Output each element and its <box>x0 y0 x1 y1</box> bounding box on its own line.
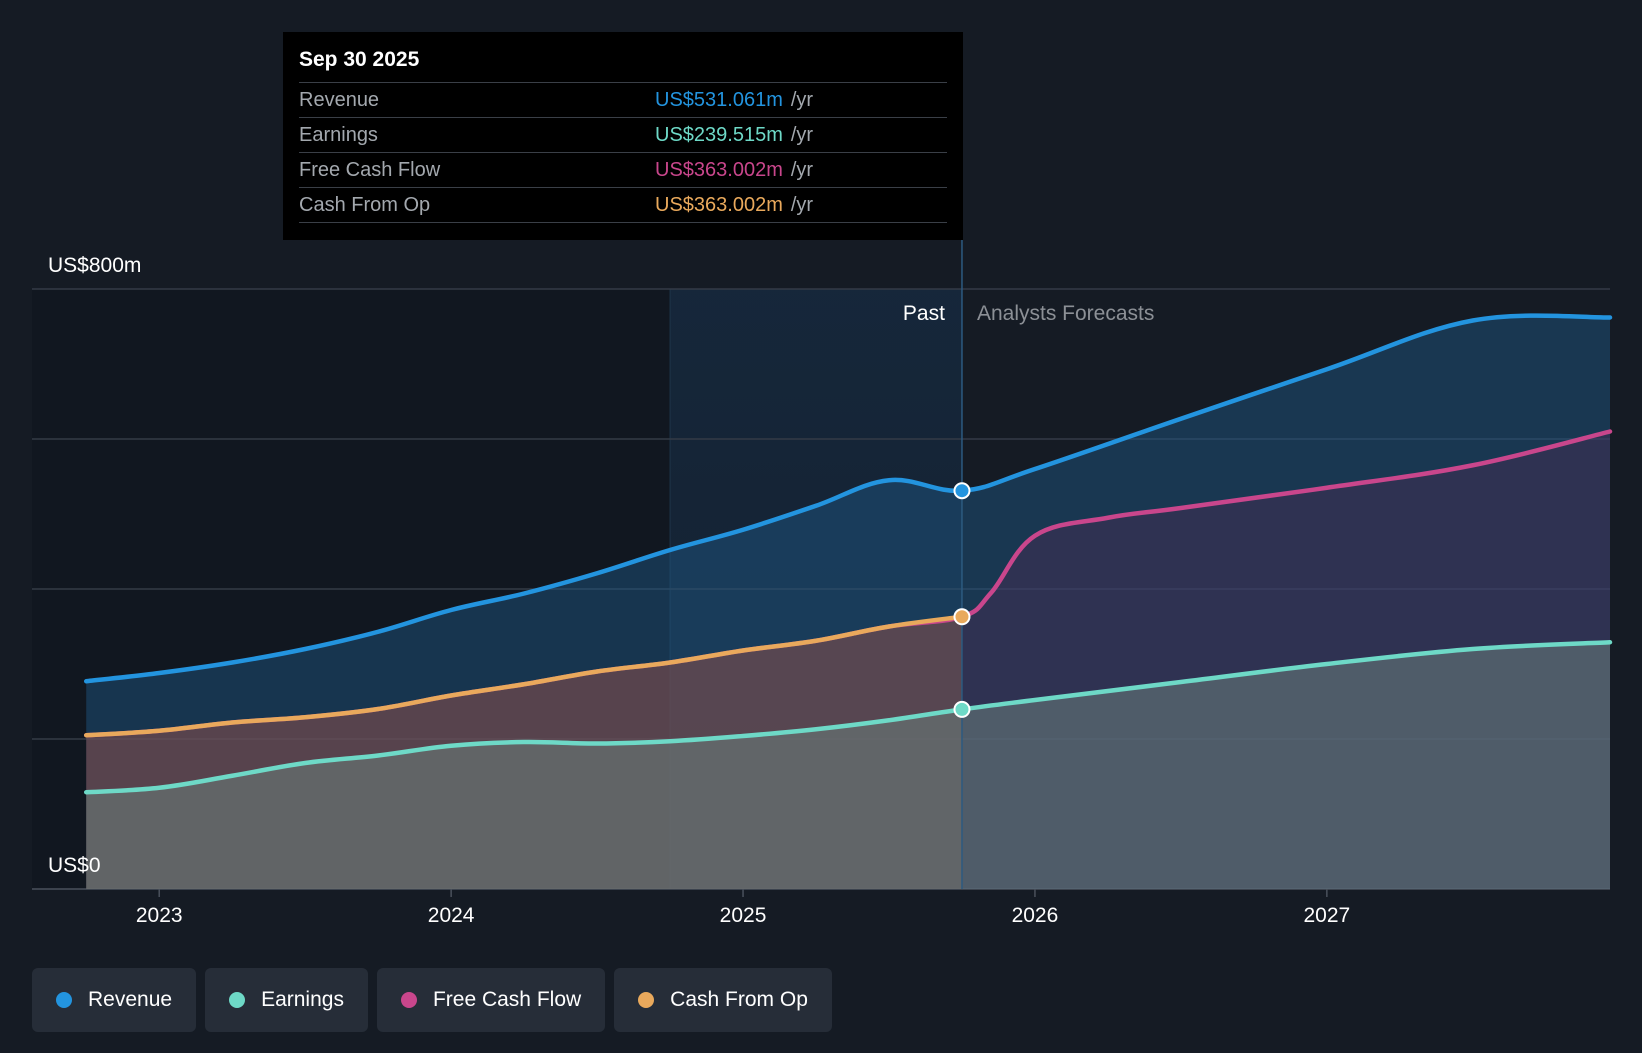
axis-labels: US$800m US$0 Past Analysts Forecasts <box>48 254 1154 877</box>
earnings-dot-icon <box>229 992 246 1008</box>
tooltip-unit: /yr <box>790 159 814 181</box>
earnings-line <box>83 640 1613 795</box>
tooltip-unit: /yr <box>790 194 814 216</box>
tooltip-value-free-cash-flow: US$363.002m <box>655 159 783 181</box>
legend-label: Free Cash Flow <box>432 988 582 1011</box>
legend-label: Cash From Op <box>670 988 808 1011</box>
tooltip-row-revenue: Revenue US$531.061m /yr <box>299 83 947 118</box>
earnings-marker[interactable] <box>953 700 971 718</box>
forecast-label: Analysts Forecasts <box>977 302 1154 325</box>
tooltip-label: Earnings <box>299 124 378 146</box>
current-markers <box>953 482 971 718</box>
series-lines <box>83 313 1613 795</box>
y-axis-label-top: US$800m <box>48 254 141 277</box>
tooltip-row-earnings: Earnings US$239.515m /yr <box>299 118 947 153</box>
x-tick-label: 2024 <box>428 904 475 927</box>
legend-label: Revenue <box>88 988 173 1011</box>
legend-item-cash-from-op[interactable]: Cash From Op <box>614 968 832 1032</box>
cash-from-op-line <box>83 614 965 738</box>
legend: Revenue Earnings Free Cash Flow Cash Fro… <box>32 968 832 1032</box>
revenue-line <box>83 313 1613 684</box>
cash-from-op-dot-icon <box>638 992 655 1008</box>
tooltip-value-earnings: US$239.515m <box>655 124 783 146</box>
legend-item-earnings[interactable]: Earnings <box>205 968 368 1032</box>
earnings-area <box>86 642 1610 889</box>
x-axis-ticks: 2023 2024 2025 2026 2027 <box>136 889 1350 927</box>
tooltip-label: Revenue <box>299 89 380 111</box>
legend-item-free-cash-flow[interactable]: Free Cash Flow <box>376 968 606 1032</box>
revenue-dot-icon <box>56 992 72 1008</box>
tooltip-label: Free Cash Flow <box>299 159 441 181</box>
x-tick-label: 2027 <box>1303 904 1350 927</box>
free-cash-flow-dot-icon <box>400 992 417 1008</box>
cash-from-op-marker[interactable] <box>953 608 971 626</box>
tooltip-date: Sep 30 2025 <box>299 46 947 83</box>
x-tick-label: 2025 <box>720 904 767 927</box>
revenue-marker[interactable] <box>953 482 971 500</box>
x-tick-label: 2026 <box>1012 904 1059 927</box>
tooltip: Sep 30 2025 Revenue US$531.061m /yr Earn… <box>283 32 963 240</box>
x-tick-label: 2023 <box>136 904 183 927</box>
tooltip-unit: /yr <box>790 124 814 146</box>
tooltip-row-cash-from-op: Cash From Op US$363.002m /yr <box>299 188 947 223</box>
tooltip-label: Cash From Op <box>299 194 431 216</box>
legend-label: Earnings <box>261 988 344 1011</box>
y-axis-label-bottom: US$0 <box>48 854 101 877</box>
tooltip-unit: /yr <box>790 89 814 111</box>
tooltip-value-revenue: US$531.061m <box>655 89 783 111</box>
tooltip-row-free-cash-flow: Free Cash Flow US$363.002m /yr <box>299 153 947 188</box>
tooltip-value-cash-from-op: US$363.002m <box>655 194 783 216</box>
past-label: Past <box>903 302 945 325</box>
legend-item-revenue[interactable]: Revenue <box>32 968 197 1032</box>
